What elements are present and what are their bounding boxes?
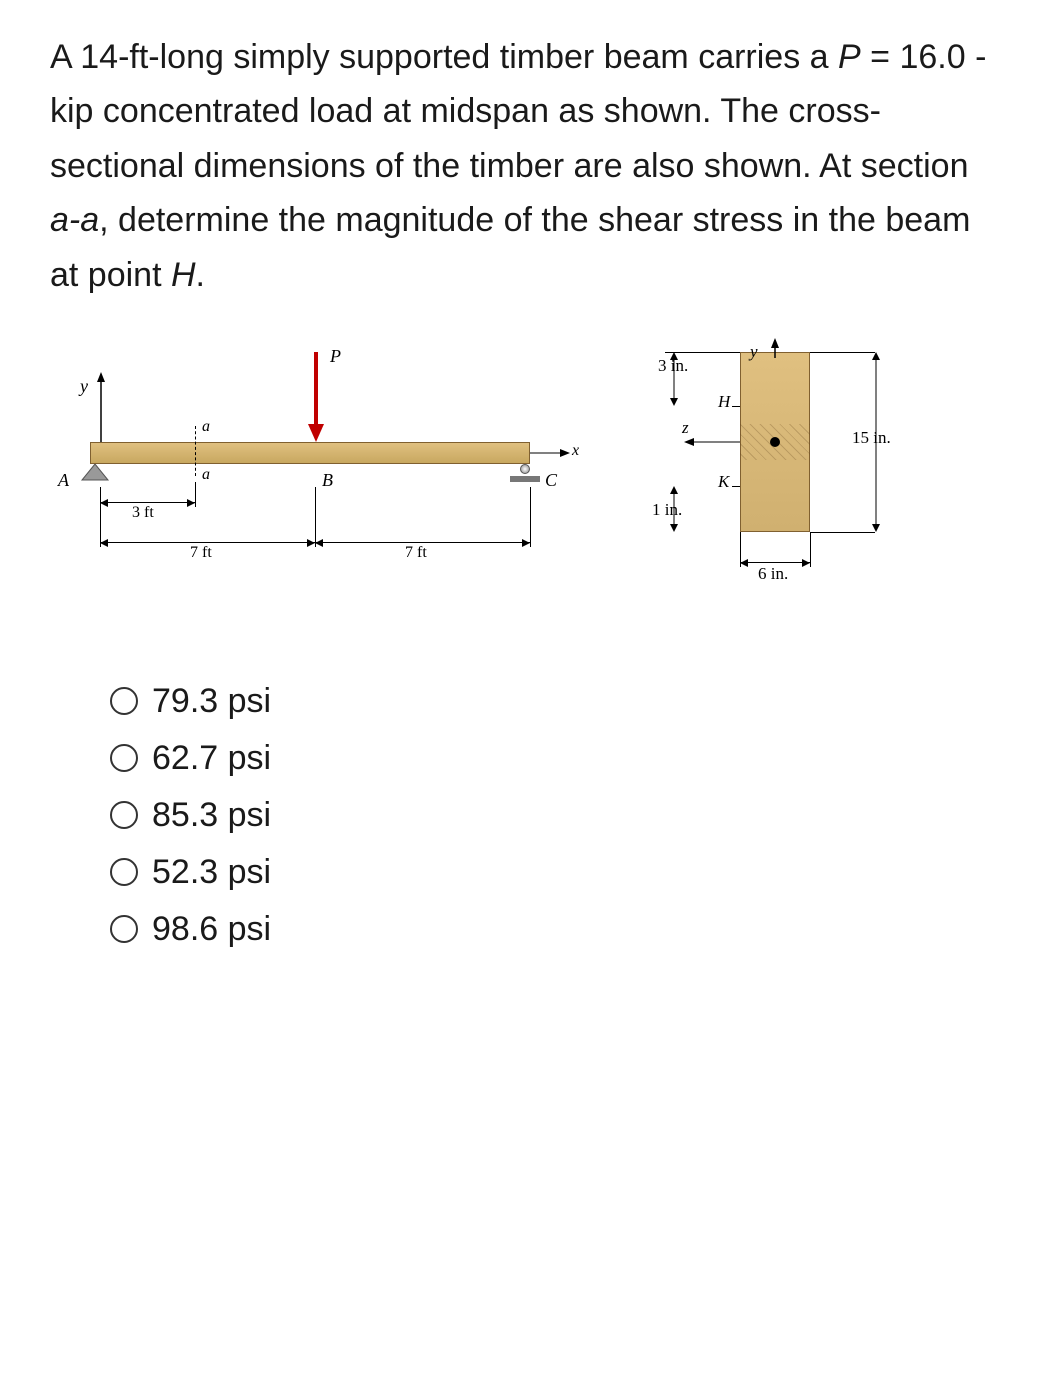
- question-text: A 14-ft-long simply supported timber bea…: [50, 30, 999, 302]
- q-var-P: P: [838, 38, 861, 76]
- option-5[interactable]: 98.6 psi: [110, 910, 999, 949]
- beam-body: [90, 442, 530, 464]
- dim-line-7ft-right: [315, 542, 530, 543]
- support-A: [80, 464, 110, 484]
- x-axis-arrow: [530, 447, 570, 459]
- y-axis-arrow: [95, 372, 107, 442]
- answer-options: 79.3 psi 62.7 psi 85.3 psi 52.3 psi 98.6…: [110, 682, 999, 949]
- q-prefix: A 14-ft-long simply supported timber bea…: [50, 38, 838, 76]
- ext-6in-r: [810, 532, 811, 567]
- dim-6in-label: 6 in.: [758, 564, 788, 584]
- ext-top: [665, 352, 740, 353]
- K-tick: [732, 486, 740, 487]
- xsec-K-label: K: [718, 472, 729, 492]
- radio-icon[interactable]: [110, 858, 138, 886]
- q-section: a-a: [50, 201, 99, 239]
- option-3[interactable]: 85.3 psi: [110, 796, 999, 835]
- option-4-text: 52.3 psi: [152, 853, 271, 892]
- ext-6in-l: [740, 532, 741, 567]
- cross-section-diagram: y z H K 3 in. 1 in.: [630, 342, 910, 602]
- dim-3in-label: 3 in.: [658, 356, 688, 376]
- load-arrow: [308, 352, 324, 447]
- ext-top-r: [810, 352, 875, 353]
- option-4[interactable]: 52.3 psi: [110, 853, 999, 892]
- option-5-text: 98.6 psi: [152, 910, 271, 949]
- radio-icon[interactable]: [110, 915, 138, 943]
- dim-1in-label: 1 in.: [652, 500, 682, 520]
- point-C-label: C: [545, 470, 557, 491]
- q-pointH: H: [171, 256, 196, 294]
- centroid-dot: [770, 437, 780, 447]
- H-tick: [732, 406, 740, 407]
- y-axis-label: y: [80, 376, 88, 397]
- radio-icon[interactable]: [110, 687, 138, 715]
- xsec-y-arrow: [769, 338, 781, 360]
- xsec-z-label: z: [682, 418, 689, 438]
- ext-line-B: [315, 487, 316, 547]
- option-1-text: 79.3 psi: [152, 682, 271, 721]
- load-P-label: P: [330, 346, 341, 367]
- xsec-H-label: H: [718, 392, 730, 412]
- beam-elevation-diagram: y P a a x A B C: [50, 342, 570, 582]
- dim-3ft-label: 3 ft: [132, 504, 154, 522]
- ext-line-C: [530, 487, 531, 547]
- ext-line-A: [100, 487, 101, 547]
- xsec-z-arrow: [684, 436, 740, 448]
- dim-7ft-left-label: 7 ft: [190, 544, 212, 562]
- section-a-top: a: [202, 418, 210, 436]
- q-end: .: [196, 256, 205, 294]
- x-axis-label: x: [572, 442, 579, 460]
- dim-line-7ft-left: [100, 542, 315, 543]
- diagram-area: y P a a x A B C: [50, 342, 999, 602]
- dim-7ft-right-label: 7 ft: [405, 544, 427, 562]
- radio-icon[interactable]: [110, 801, 138, 829]
- section-line: [195, 426, 196, 476]
- dim-line-3ft: [100, 502, 195, 503]
- support-C: [510, 464, 540, 484]
- option-2[interactable]: 62.7 psi: [110, 739, 999, 778]
- dim-15in-label: 15 in.: [852, 428, 891, 448]
- point-A-label: A: [58, 470, 69, 491]
- dim-6in-line: [740, 562, 810, 563]
- option-1[interactable]: 79.3 psi: [110, 682, 999, 721]
- ext-line-a: [195, 482, 196, 507]
- section-a-bot: a: [202, 466, 210, 484]
- ext-bot-r: [810, 532, 875, 533]
- point-B-label: B: [322, 470, 333, 491]
- option-2-text: 62.7 psi: [152, 739, 271, 778]
- radio-icon[interactable]: [110, 744, 138, 772]
- xsec-y-label: y: [750, 342, 758, 362]
- option-3-text: 85.3 psi: [152, 796, 271, 835]
